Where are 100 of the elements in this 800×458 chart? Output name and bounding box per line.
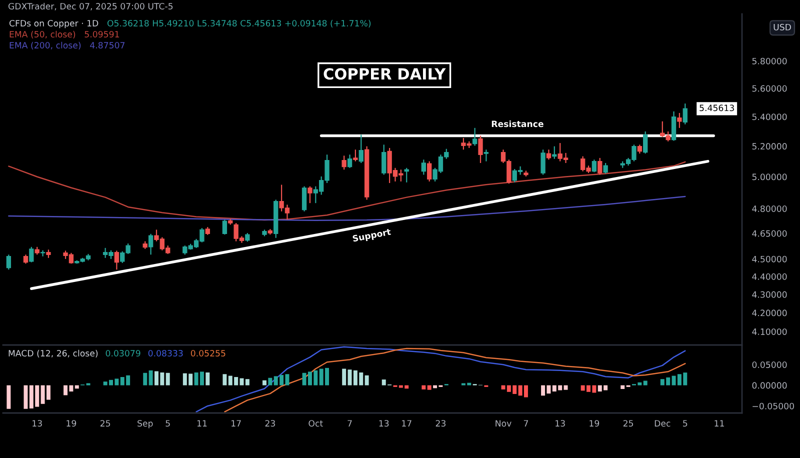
bar xyxy=(143,372,148,386)
y-tick-label: 0.00000 xyxy=(752,382,787,389)
bar xyxy=(620,385,625,390)
x-tick-label: 13 xyxy=(556,420,565,427)
x-tick-label: Sep xyxy=(138,420,153,428)
bar xyxy=(24,385,28,409)
text: COPPER DAILY xyxy=(324,68,446,80)
x-tick-label: 11 xyxy=(197,420,207,426)
y-tick-label: −0.05000 xyxy=(752,402,794,410)
y-tick-label: 4.20000 xyxy=(752,310,787,316)
x-tick-label: 17 xyxy=(402,420,412,426)
x-tick-label: 23 xyxy=(265,420,275,427)
candlestick xyxy=(671,110,676,142)
candlestick xyxy=(23,254,28,264)
y-tick-label: 4.65000 xyxy=(752,230,787,237)
y-tick-label: 4.40000 xyxy=(752,273,787,280)
y-tick-label: 4.10000 xyxy=(752,328,787,335)
candlestick xyxy=(148,233,154,256)
x-tick-label: Nov xyxy=(496,420,512,427)
x-tick-label: 5 xyxy=(683,420,688,427)
y-tick-label: 5.80000 xyxy=(752,58,787,64)
bar xyxy=(262,380,266,386)
candlestick xyxy=(472,127,478,146)
candlestick xyxy=(546,149,552,160)
bar xyxy=(427,385,432,390)
candlestick xyxy=(302,186,307,212)
candlestick xyxy=(6,254,12,270)
bar xyxy=(564,385,568,390)
annotation: 4.87507 xyxy=(90,42,125,48)
x-tick-label: 23 xyxy=(436,420,446,427)
line-series xyxy=(8,161,686,221)
y-tick-label: 5.20000 xyxy=(752,143,787,150)
chart-title: MACD (12, 26, close) xyxy=(8,350,98,358)
annotation: 0.03079 xyxy=(106,350,140,356)
x-tick-label: 13 xyxy=(32,420,42,427)
candlestick xyxy=(603,162,608,174)
candlestick xyxy=(421,159,426,176)
text: EMA (200, close) xyxy=(10,42,81,50)
x-tick-label: 7 xyxy=(524,420,528,426)
candlestick xyxy=(592,159,597,173)
bar xyxy=(268,378,272,386)
bar xyxy=(74,385,79,389)
bar xyxy=(206,372,210,386)
annotation: 5.09591 xyxy=(84,30,119,38)
y-tick-label: 0.05000 xyxy=(752,361,787,368)
x-tick-label: Dec xyxy=(654,420,670,427)
candlestick xyxy=(40,250,46,257)
y-axis-title: USD xyxy=(774,24,791,30)
x-tick-label: 7 xyxy=(348,420,352,426)
x-tick-label: 25 xyxy=(100,420,110,427)
candlestick xyxy=(353,149,358,162)
candlestick xyxy=(427,160,432,182)
x-tick-label: 25 xyxy=(623,420,634,427)
candlestick xyxy=(347,154,352,168)
candlestick xyxy=(478,135,483,164)
candlestick xyxy=(222,219,228,236)
y-tick-label: 4.80000 xyxy=(752,205,787,212)
text: GDXTrader, Dec 07, 2025 07:00 UTC-5 xyxy=(8,2,173,10)
candlestick xyxy=(682,102,688,125)
candlestick xyxy=(358,134,364,164)
annotation: O5.36218 H5.49210 L5.34748 C5.45613 +0.09148 (+1.71%) xyxy=(107,20,371,28)
bar xyxy=(222,374,227,386)
annotation: 5.45613 xyxy=(700,104,734,112)
x-tick-label: 19 xyxy=(590,420,600,427)
annotation: 0.05255 xyxy=(190,350,226,356)
x-tick-label: 11 xyxy=(714,420,724,426)
candlestick xyxy=(29,246,34,263)
x-tick-label: Oct xyxy=(308,420,323,427)
x-tick-label: 13 xyxy=(379,420,389,427)
candlestick xyxy=(484,149,489,162)
text: Support xyxy=(352,228,392,244)
candlestick xyxy=(677,112,682,128)
bar xyxy=(364,375,369,386)
text: CFDs on Copper · 1D xyxy=(9,20,98,28)
y-tick-label: 5.00000 xyxy=(752,174,787,180)
y-tick-label: 4.50000 xyxy=(752,256,787,262)
series-label: Resistance xyxy=(492,120,544,128)
candlestick xyxy=(540,149,546,176)
bar xyxy=(422,385,426,390)
x-tick-label: 5 xyxy=(166,420,170,427)
bar xyxy=(6,385,11,409)
bar xyxy=(245,379,250,386)
candlestick xyxy=(308,186,312,204)
candlestick xyxy=(643,130,648,154)
text: EMA (50, close) xyxy=(10,30,76,39)
bar xyxy=(148,370,153,386)
candlestick xyxy=(114,250,120,270)
x-tick-label: 19 xyxy=(66,420,76,427)
candlestick xyxy=(598,157,602,176)
x-tick-label: 17 xyxy=(232,420,241,426)
bar xyxy=(643,380,648,386)
bar xyxy=(342,368,346,386)
y-tick-label: 5.40000 xyxy=(752,114,787,120)
y-tick-label: 5.60000 xyxy=(752,85,787,92)
line-series xyxy=(8,196,686,222)
candlestick xyxy=(342,155,346,170)
annotation: 0.08333 xyxy=(148,350,183,356)
candlestick xyxy=(382,144,386,176)
bar xyxy=(166,372,170,386)
y-tick-label: 4.30000 xyxy=(752,291,787,298)
